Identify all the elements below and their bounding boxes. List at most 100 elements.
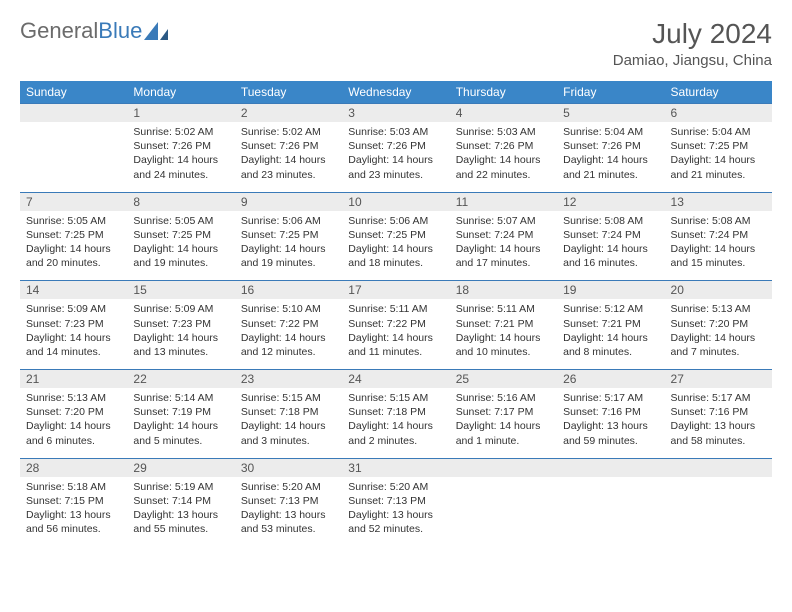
col-monday: Monday: [127, 81, 234, 104]
col-thursday: Thursday: [450, 81, 557, 104]
day-number: 5: [557, 104, 664, 122]
content-row: Sunrise: 5:02 AMSunset: 7:26 PMDaylight:…: [20, 122, 772, 192]
daylight: Daylight: 14 hours and 23 minutes.: [348, 153, 443, 181]
daylight: Daylight: 13 hours and 56 minutes.: [26, 508, 121, 536]
sunset: Sunset: 7:25 PM: [671, 139, 766, 153]
sunrise: Sunrise: 5:18 AM: [26, 480, 121, 494]
day-cell: Sunrise: 5:04 AMSunset: 7:25 PMDaylight:…: [665, 122, 772, 192]
day-cell: Sunrise: 5:15 AMSunset: 7:18 PMDaylight:…: [342, 388, 449, 458]
daylight: Daylight: 14 hours and 19 minutes.: [241, 242, 336, 270]
day-cell: Sunrise: 5:20 AMSunset: 7:13 PMDaylight:…: [235, 477, 342, 547]
day-number: 31: [342, 459, 449, 477]
sunset: Sunset: 7:17 PM: [456, 405, 551, 419]
daylight: Daylight: 14 hours and 6 minutes.: [26, 419, 121, 447]
sunrise: Sunrise: 5:17 AM: [671, 391, 766, 405]
daylight: Daylight: 14 hours and 20 minutes.: [26, 242, 121, 270]
sunset: Sunset: 7:25 PM: [348, 228, 443, 242]
daynum-row: 21222324252627: [20, 370, 772, 388]
daylight: Daylight: 14 hours and 1 minute.: [456, 419, 551, 447]
day-cell: Sunrise: 5:08 AMSunset: 7:24 PMDaylight:…: [557, 211, 664, 281]
day-number: 20: [665, 281, 772, 299]
sunset: Sunset: 7:22 PM: [241, 317, 336, 331]
daylight: Daylight: 14 hours and 8 minutes.: [563, 331, 658, 359]
sunset: Sunset: 7:16 PM: [671, 405, 766, 419]
day-number: 22: [127, 370, 234, 388]
daylight: Daylight: 14 hours and 7 minutes.: [671, 331, 766, 359]
daylight: Daylight: 13 hours and 55 minutes.: [133, 508, 228, 536]
day-number: 25: [450, 370, 557, 388]
daylight: Daylight: 14 hours and 10 minutes.: [456, 331, 551, 359]
day-number: 6: [665, 104, 772, 122]
daynum-row: 14151617181920: [20, 281, 772, 299]
day-number: 13: [665, 193, 772, 211]
daylight: Daylight: 14 hours and 16 minutes.: [563, 242, 658, 270]
day-number: 10: [342, 193, 449, 211]
daylight: Daylight: 13 hours and 53 minutes.: [241, 508, 336, 536]
logo-part1: General: [20, 18, 98, 43]
day-cell: [20, 122, 127, 192]
daylight: Daylight: 14 hours and 22 minutes.: [456, 153, 551, 181]
daylight: Daylight: 14 hours and 14 minutes.: [26, 331, 121, 359]
logo: GeneralBlue: [20, 18, 168, 44]
col-tuesday: Tuesday: [235, 81, 342, 104]
sunrise: Sunrise: 5:04 AM: [563, 125, 658, 139]
day-cell: Sunrise: 5:06 AMSunset: 7:25 PMDaylight:…: [342, 211, 449, 281]
sunrise: Sunrise: 5:05 AM: [133, 214, 228, 228]
sunrise: Sunrise: 5:20 AM: [241, 480, 336, 494]
day-cell: Sunrise: 5:02 AMSunset: 7:26 PMDaylight:…: [127, 122, 234, 192]
sunrise: Sunrise: 5:15 AM: [348, 391, 443, 405]
daylight: Daylight: 14 hours and 5 minutes.: [133, 419, 228, 447]
sunrise: Sunrise: 5:10 AM: [241, 302, 336, 316]
title-block: July 2024 Damiao, Jiangsu, China: [613, 18, 772, 69]
sunset: Sunset: 7:19 PM: [133, 405, 228, 419]
sunrise: Sunrise: 5:12 AM: [563, 302, 658, 316]
sunset: Sunset: 7:20 PM: [671, 317, 766, 331]
sunset: Sunset: 7:24 PM: [671, 228, 766, 242]
day-cell: Sunrise: 5:08 AMSunset: 7:24 PMDaylight:…: [665, 211, 772, 281]
sunset: Sunset: 7:24 PM: [456, 228, 551, 242]
sunset: Sunset: 7:26 PM: [241, 139, 336, 153]
sunset: Sunset: 7:18 PM: [348, 405, 443, 419]
day-number: 11: [450, 193, 557, 211]
logo-part2: Blue: [98, 18, 142, 43]
day-cell: Sunrise: 5:19 AMSunset: 7:14 PMDaylight:…: [127, 477, 234, 547]
sunrise: Sunrise: 5:02 AM: [241, 125, 336, 139]
content-row: Sunrise: 5:18 AMSunset: 7:15 PMDaylight:…: [20, 477, 772, 547]
sunset: Sunset: 7:22 PM: [348, 317, 443, 331]
day-number: 23: [235, 370, 342, 388]
sunset: Sunset: 7:26 PM: [563, 139, 658, 153]
day-cell: Sunrise: 5:17 AMSunset: 7:16 PMDaylight:…: [665, 388, 772, 458]
day-number: 17: [342, 281, 449, 299]
day-cell: Sunrise: 5:20 AMSunset: 7:13 PMDaylight:…: [342, 477, 449, 547]
day-cell: Sunrise: 5:15 AMSunset: 7:18 PMDaylight:…: [235, 388, 342, 458]
day-cell: Sunrise: 5:16 AMSunset: 7:17 PMDaylight:…: [450, 388, 557, 458]
sunrise: Sunrise: 5:02 AM: [133, 125, 228, 139]
sunset: Sunset: 7:26 PM: [456, 139, 551, 153]
col-saturday: Saturday: [665, 81, 772, 104]
calendar-table: Sunday Monday Tuesday Wednesday Thursday…: [20, 81, 772, 546]
header: GeneralBlue July 2024 Damiao, Jiangsu, C…: [20, 18, 772, 69]
sunrise: Sunrise: 5:05 AM: [26, 214, 121, 228]
daynum-row: 28293031: [20, 459, 772, 477]
sunrise: Sunrise: 5:11 AM: [348, 302, 443, 316]
sunrise: Sunrise: 5:08 AM: [671, 214, 766, 228]
sunrise: Sunrise: 5:06 AM: [348, 214, 443, 228]
sunset: Sunset: 7:23 PM: [26, 317, 121, 331]
sunset: Sunset: 7:25 PM: [133, 228, 228, 242]
header-row: Sunday Monday Tuesday Wednesday Thursday…: [20, 81, 772, 104]
daylight: Daylight: 14 hours and 24 minutes.: [133, 153, 228, 181]
day-cell: Sunrise: 5:11 AMSunset: 7:21 PMDaylight:…: [450, 299, 557, 369]
sunrise: Sunrise: 5:07 AM: [456, 214, 551, 228]
sunrise: Sunrise: 5:13 AM: [26, 391, 121, 405]
sunrise: Sunrise: 5:09 AM: [133, 302, 228, 316]
daylight: Daylight: 14 hours and 21 minutes.: [563, 153, 658, 181]
daynum-row: 123456: [20, 104, 772, 122]
content-row: Sunrise: 5:13 AMSunset: 7:20 PMDaylight:…: [20, 388, 772, 458]
day-cell: Sunrise: 5:03 AMSunset: 7:26 PMDaylight:…: [342, 122, 449, 192]
day-number: 15: [127, 281, 234, 299]
day-cell: Sunrise: 5:03 AMSunset: 7:26 PMDaylight:…: [450, 122, 557, 192]
sunset: Sunset: 7:20 PM: [26, 405, 121, 419]
daylight: Daylight: 13 hours and 58 minutes.: [671, 419, 766, 447]
daylight: Daylight: 14 hours and 21 minutes.: [671, 153, 766, 181]
calendar-body: 123456Sunrise: 5:02 AMSunset: 7:26 PMDay…: [20, 104, 772, 547]
